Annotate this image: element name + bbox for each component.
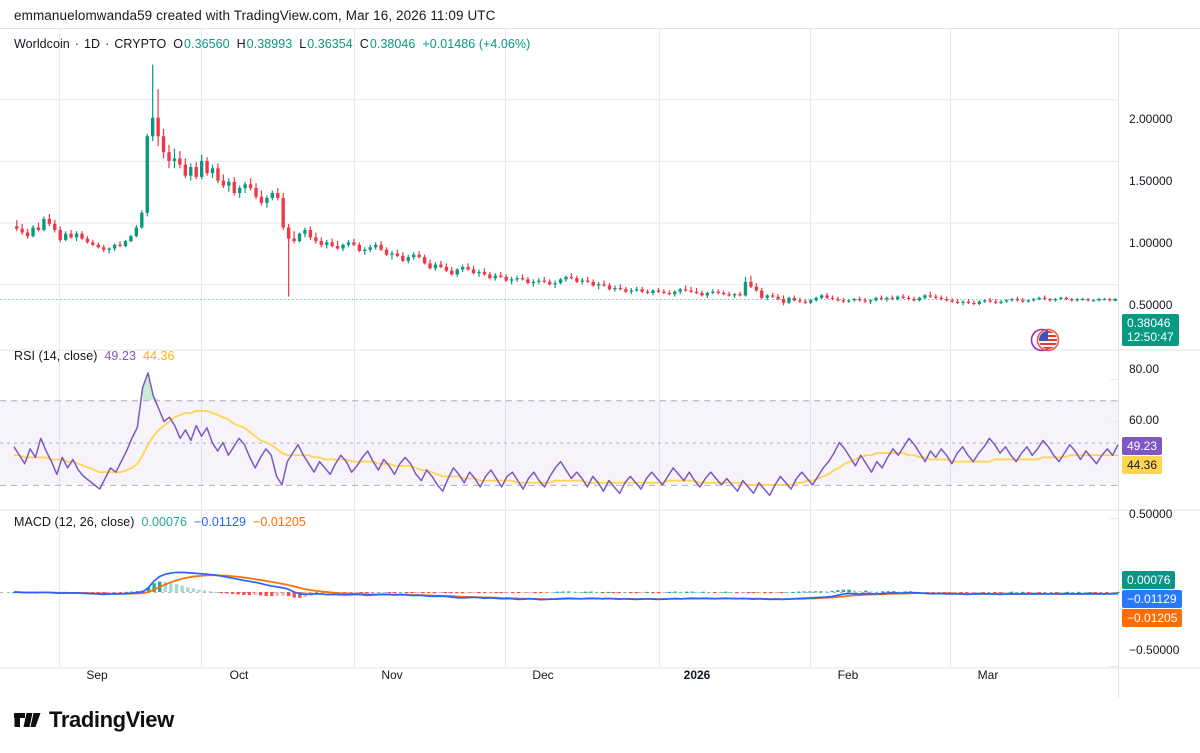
high-key: H [236,37,246,51]
chart-canvas[interactable] [0,28,1200,698]
rsi-line [13,372,1119,497]
rsi-ma-badge[interactable]: 44.36 [1122,456,1163,474]
close-key: C [359,37,369,51]
rsi-tick-60: 60.00 [1129,413,1160,427]
time-label-sep: Sep [86,668,108,682]
rsi-value: 49.23 [104,349,136,363]
bar-countdown: 12:50:47 [1127,330,1174,344]
tradingview-logo[interactable]: TradingView [14,707,174,733]
macd-tick-lower: −0.50000 [1129,643,1180,657]
low-value: 0.36354 [307,37,353,51]
rsi-ma-line [14,409,1118,486]
rsi-tick-80: 80.00 [1129,362,1160,376]
time-label-oct: Oct [229,668,249,682]
open-value: 0.36560 [184,37,230,51]
high-value: 0.38993 [246,37,293,51]
price-tick-1_5: 1.50000 [1129,174,1173,188]
attribution-text: emmanuelomwanda59 created with TradingVi… [14,8,496,23]
tradingview-wordmark: TradingView [49,707,174,732]
last-price-value: 0.38046 [1127,316,1171,330]
macd-hist-value: 0.00076 [141,515,188,529]
macd-line [13,571,1119,601]
rsi-value-badge[interactable]: 49.23 [1122,437,1163,455]
time-label-dec: Dec [532,668,554,682]
macd-histogram [12,581,1120,598]
macd-signal-badge[interactable]: −0.01205 [1122,609,1183,627]
price-tick-0_5: 0.50000 [1129,298,1173,312]
macd-legend: MACD (12, 26, close) 0.00076 −0.01129 −0.01… [14,515,306,529]
time-label-2026: 2026 [683,668,711,682]
macd-line-value: −0.01129 [194,515,246,529]
chart-root[interactable]: Worldcoin · 1D · CRYPTO O0.36560 H0.38993 L0.36… [0,28,1200,698]
rsi-title[interactable]: RSI (14, close) [14,349,98,363]
tradingview-mark-icon [14,713,41,727]
legend-separator-2: · [105,37,110,51]
macd-title[interactable]: MACD (12, 26, close) [14,515,135,529]
open-key: O [173,37,184,51]
macd-line-badge[interactable]: −0.01129 [1122,590,1182,608]
price-legend: Worldcoin · 1D · CRYPTO O0.36560 H0.38993 L0.36… [14,37,530,51]
macd-signal-value: −0.01205 [253,515,306,529]
time-label-mar: Mar [977,668,999,682]
last-price-badge[interactable]: 0.38046 12:50:47 [1122,314,1179,346]
legend-separator-1: · [74,37,80,51]
price-change: +0.01486 (+4.06%) [422,37,531,51]
interval-label[interactable]: 1D [84,37,101,51]
us-economic-event-icon[interactable] [1029,326,1061,354]
close-value: 0.38046 [369,37,416,51]
low-key: L [299,37,307,51]
macd-tick-upper: 0.50000 [1129,507,1173,521]
time-label-nov: Nov [381,668,403,682]
macd-hist-badge[interactable]: 0.00076 [1122,571,1176,589]
rsi-legend: RSI (14, close) 49.23 44.36 [14,349,174,363]
symbol-name[interactable]: Worldcoin [14,37,70,51]
price-tick-2: 2.00000 [1129,112,1173,126]
time-label-feb: Feb [837,668,859,682]
rsi-ma-value: 44.36 [142,349,175,363]
exchange-label: CRYPTO [114,37,167,51]
price-tick-1: 1.00000 [1129,236,1173,250]
